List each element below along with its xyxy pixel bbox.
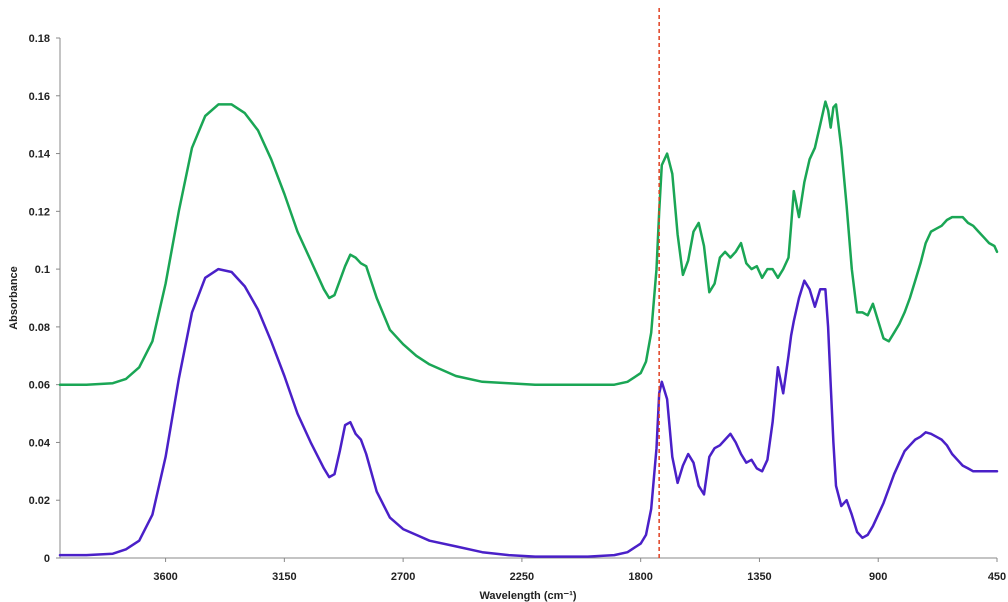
y-tick-label: 0.14 <box>29 149 51 161</box>
series-line-2 <box>58 267 999 558</box>
plot-area: 0 0.02 0.04 0.06 0.08 0.1 0.12 0.14 0.16 0.18 3600… <box>29 8 1006 583</box>
x-tick-label: 900 <box>869 571 887 583</box>
x-tick-label: 2250 <box>510 571 534 583</box>
y-tick-label: 0.1 <box>35 264 50 276</box>
x-axis-title: Wavelength (cm⁻¹) <box>479 590 576 602</box>
y-tick-label: 0.02 <box>29 495 50 507</box>
y-tick-label: 0.04 <box>29 437 51 449</box>
y-tick-label: 0.08 <box>29 322 50 334</box>
y-tick-label: 0 <box>44 553 50 565</box>
x-tick-label: 1350 <box>747 571 771 583</box>
y-axis-title: Absorbance <box>8 266 20 330</box>
y-tick-label: 0.18 <box>29 33 50 45</box>
y-tick-label: 0.16 <box>29 91 50 103</box>
x-tick-label: 2700 <box>391 571 415 583</box>
y-tick-label: 0.12 <box>29 206 50 218</box>
y-tick-label: 0.06 <box>29 380 50 392</box>
x-tick-label: 450 <box>988 571 1006 583</box>
x-tick-label: 3600 <box>153 571 177 583</box>
x-tick-label: 1800 <box>628 571 652 583</box>
x-tick-label: 3150 <box>272 571 296 583</box>
series-line-1 <box>58 100 999 386</box>
